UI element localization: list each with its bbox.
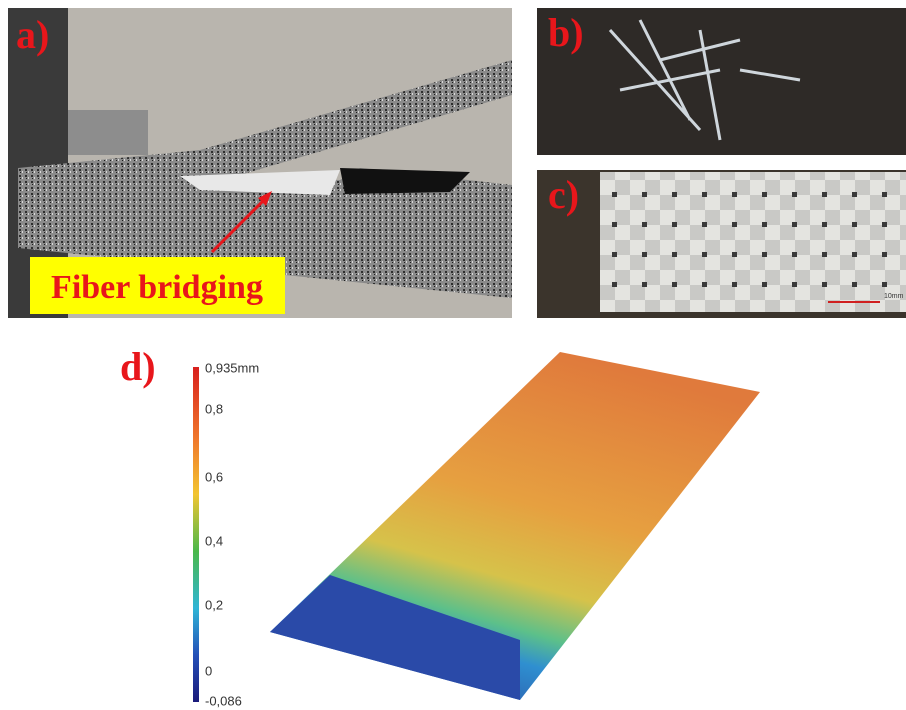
colorbar-label: 0,4 <box>205 533 223 548</box>
panel-c: 10mm c) <box>537 170 906 318</box>
panel-d: d) 0,935mm 0,8 0,6 0,4 0,2 0 -0,086 <box>120 344 760 708</box>
photo <box>537 8 906 155</box>
colorbar-label: 0,6 <box>205 469 223 484</box>
colorbar-label: 0,2 <box>205 597 223 612</box>
panel-b: b) <box>537 8 906 155</box>
annotation: Fiber bridging <box>51 269 263 306</box>
colorbar-label: 0,935mm <box>205 360 259 375</box>
panel-label: a) <box>16 12 49 57</box>
colorbar-label: 0,8 <box>205 401 223 416</box>
colorbar <box>193 367 199 702</box>
figure: Fiber bridging a) b) 10mm c) d) 0,935mm 0… <box>0 0 906 710</box>
fracture-surface <box>600 172 906 312</box>
colorbar-label: 0 <box>205 663 212 678</box>
panel-label: d) <box>120 344 156 389</box>
crack <box>340 168 470 194</box>
panel-label: b) <box>548 10 584 55</box>
colorbar-label: -0,086 <box>205 693 242 708</box>
panel-a: Fiber bridging a) <box>8 8 512 318</box>
scale-bar-label: 10mm <box>884 293 904 300</box>
fixture <box>68 110 148 155</box>
panel-label: c) <box>548 172 579 217</box>
